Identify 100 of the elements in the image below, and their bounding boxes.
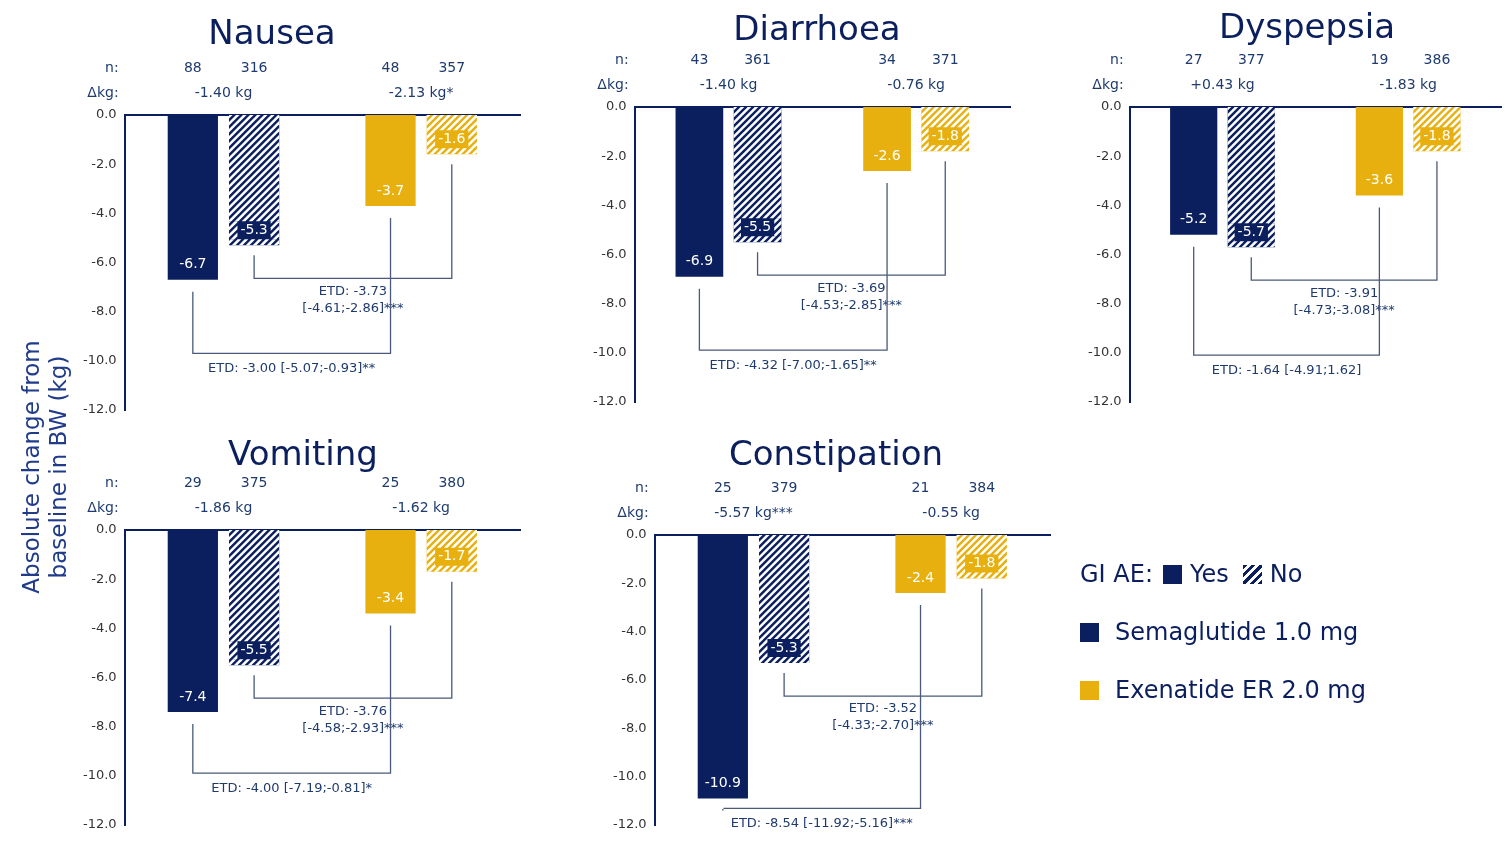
text: 25: [713, 478, 732, 495]
text: n:: [635, 478, 649, 495]
annotation: ETD: -1.64 [-4.91;1.62]: [1211, 361, 1362, 377]
data-label: -1.8: [968, 554, 996, 571]
y-tick-label: -10.0: [613, 768, 647, 784]
text: 43: [690, 50, 709, 67]
text: 34: [878, 50, 897, 67]
y-tick-label: -10.0: [1088, 344, 1122, 360]
data-label: -5.5: [743, 217, 772, 234]
text: Semaglutide 1.0 mg: [1115, 618, 1359, 646]
y-tick-label: -6.0: [91, 253, 117, 269]
y-tick-label: -8.0: [91, 718, 117, 734]
y-tick-label: -12.0: [1088, 393, 1122, 409]
text: 361: [744, 50, 771, 67]
y-tick-label: -2.0: [601, 147, 627, 163]
text: -1.40 kg: [194, 83, 253, 100]
chart-title: Vomiting: [228, 433, 378, 473]
annotation: ETD: -4.32 [-7.00;-1.65]**: [709, 356, 878, 372]
annotation: ETD: -8.54 [-11.92;-5.16]***: [730, 814, 914, 830]
y-tick-label: -4.0: [1096, 196, 1122, 212]
y-axis-title: Absolute change from baseline in BW (kg): [18, 339, 72, 596]
text: +0.43 kg: [1190, 75, 1255, 92]
data-label: -10.9: [704, 774, 741, 791]
text: n:: [105, 58, 119, 75]
text: 380: [438, 473, 466, 490]
annotation: ETD: -3.00 [-5.07;-0.93]**: [208, 359, 376, 375]
chart-title: Dyspepsia: [1218, 6, 1396, 46]
data-label: -5.5: [240, 640, 268, 657]
text: 316: [240, 58, 268, 75]
text: 384: [968, 478, 996, 495]
text: 25: [381, 473, 400, 490]
y-tick-label: -12.0: [83, 401, 117, 417]
text: Δkg:: [87, 498, 119, 515]
data-label: -3.4: [376, 589, 405, 606]
y-tick-label: -4.0: [91, 619, 117, 635]
y-tick-label: -12.0: [83, 816, 117, 832]
y-tick-label: -2.0: [621, 574, 647, 590]
y-tick-label: -6.0: [91, 668, 117, 684]
y-tick-label: 0.0: [625, 526, 647, 542]
y-tick-label: -4.0: [601, 196, 627, 212]
text: 386: [1423, 50, 1451, 67]
y-tick-label: -4.0: [91, 204, 117, 220]
text: 371: [931, 50, 959, 67]
text: -1.40 kg: [699, 75, 758, 92]
text: -0.55 kg: [922, 503, 980, 520]
y-tick-label: -6.0: [621, 671, 647, 687]
y-tick-label: -6.0: [1096, 245, 1122, 261]
data-label: -1.7: [438, 547, 466, 564]
text: 377: [1237, 50, 1265, 67]
text: -0.76 kg: [887, 75, 945, 92]
y-tick-label: 0.0: [95, 521, 117, 537]
text: n:: [1110, 50, 1124, 67]
y-tick-label: -8.0: [601, 295, 627, 311]
y-tick-label: -12.0: [593, 393, 627, 409]
data-label: -5.7: [1237, 222, 1265, 239]
y-tick-label: -10.0: [83, 352, 117, 368]
y-tick-label: -12.0: [613, 816, 647, 832]
data-label: -2.4: [906, 568, 935, 585]
y-tick-label: -10.0: [83, 767, 117, 783]
text: -2.13 kg*: [388, 83, 454, 100]
data-label: -5.2: [1180, 210, 1208, 227]
data-label: -1.8: [1423, 126, 1451, 143]
text: -5.57 kg***: [714, 503, 793, 520]
data-label: -3.6: [1365, 171, 1394, 188]
text: -1.62 kg: [392, 498, 450, 515]
text: 379: [770, 478, 798, 495]
y-tick-label: -10.0: [593, 344, 627, 360]
y-tick-label: -8.0: [1096, 295, 1122, 311]
data-label: -6.9: [685, 252, 714, 269]
y-tick-label: 0.0: [1100, 98, 1122, 114]
y-tick-label: -6.0: [601, 245, 627, 261]
chart-title: Nausea: [208, 12, 336, 52]
text: Δkg:: [1092, 75, 1124, 92]
legend-label: Yes: [1189, 560, 1229, 588]
text: Δkg:: [617, 503, 649, 520]
data-label: -5.3: [770, 638, 798, 655]
y-tick-label: 0.0: [95, 106, 117, 122]
text: 29: [183, 473, 202, 490]
data-label: -3.7: [376, 181, 405, 198]
text: 21: [911, 478, 930, 495]
annotation: ETD: -4.00 [-7.19;-0.81]*: [211, 779, 373, 795]
text: 375: [240, 473, 268, 490]
text: n:: [615, 50, 629, 67]
data-label: -6.7: [179, 255, 207, 272]
y-tick-label: -4.0: [621, 623, 647, 639]
chart-title: Diarrhoea: [733, 8, 901, 48]
data-label: -1.8: [931, 126, 959, 143]
y-tick-label: -2.0: [91, 155, 117, 171]
text: -1.83 kg: [1379, 75, 1437, 92]
text: -1.86 kg: [194, 498, 253, 515]
y-tick-label: -8.0: [621, 719, 647, 735]
text: 88: [183, 58, 202, 75]
y-tick-label: 0.0: [605, 98, 627, 114]
text: Δkg:: [87, 83, 119, 100]
data-label: -5.3: [240, 220, 268, 237]
data-label: -2.6: [873, 146, 901, 163]
legend-title: GI AE:: [1080, 560, 1153, 588]
legend-label: No: [1269, 560, 1303, 588]
text: 27: [1184, 50, 1203, 67]
y-tick-label: -8.0: [91, 303, 117, 319]
